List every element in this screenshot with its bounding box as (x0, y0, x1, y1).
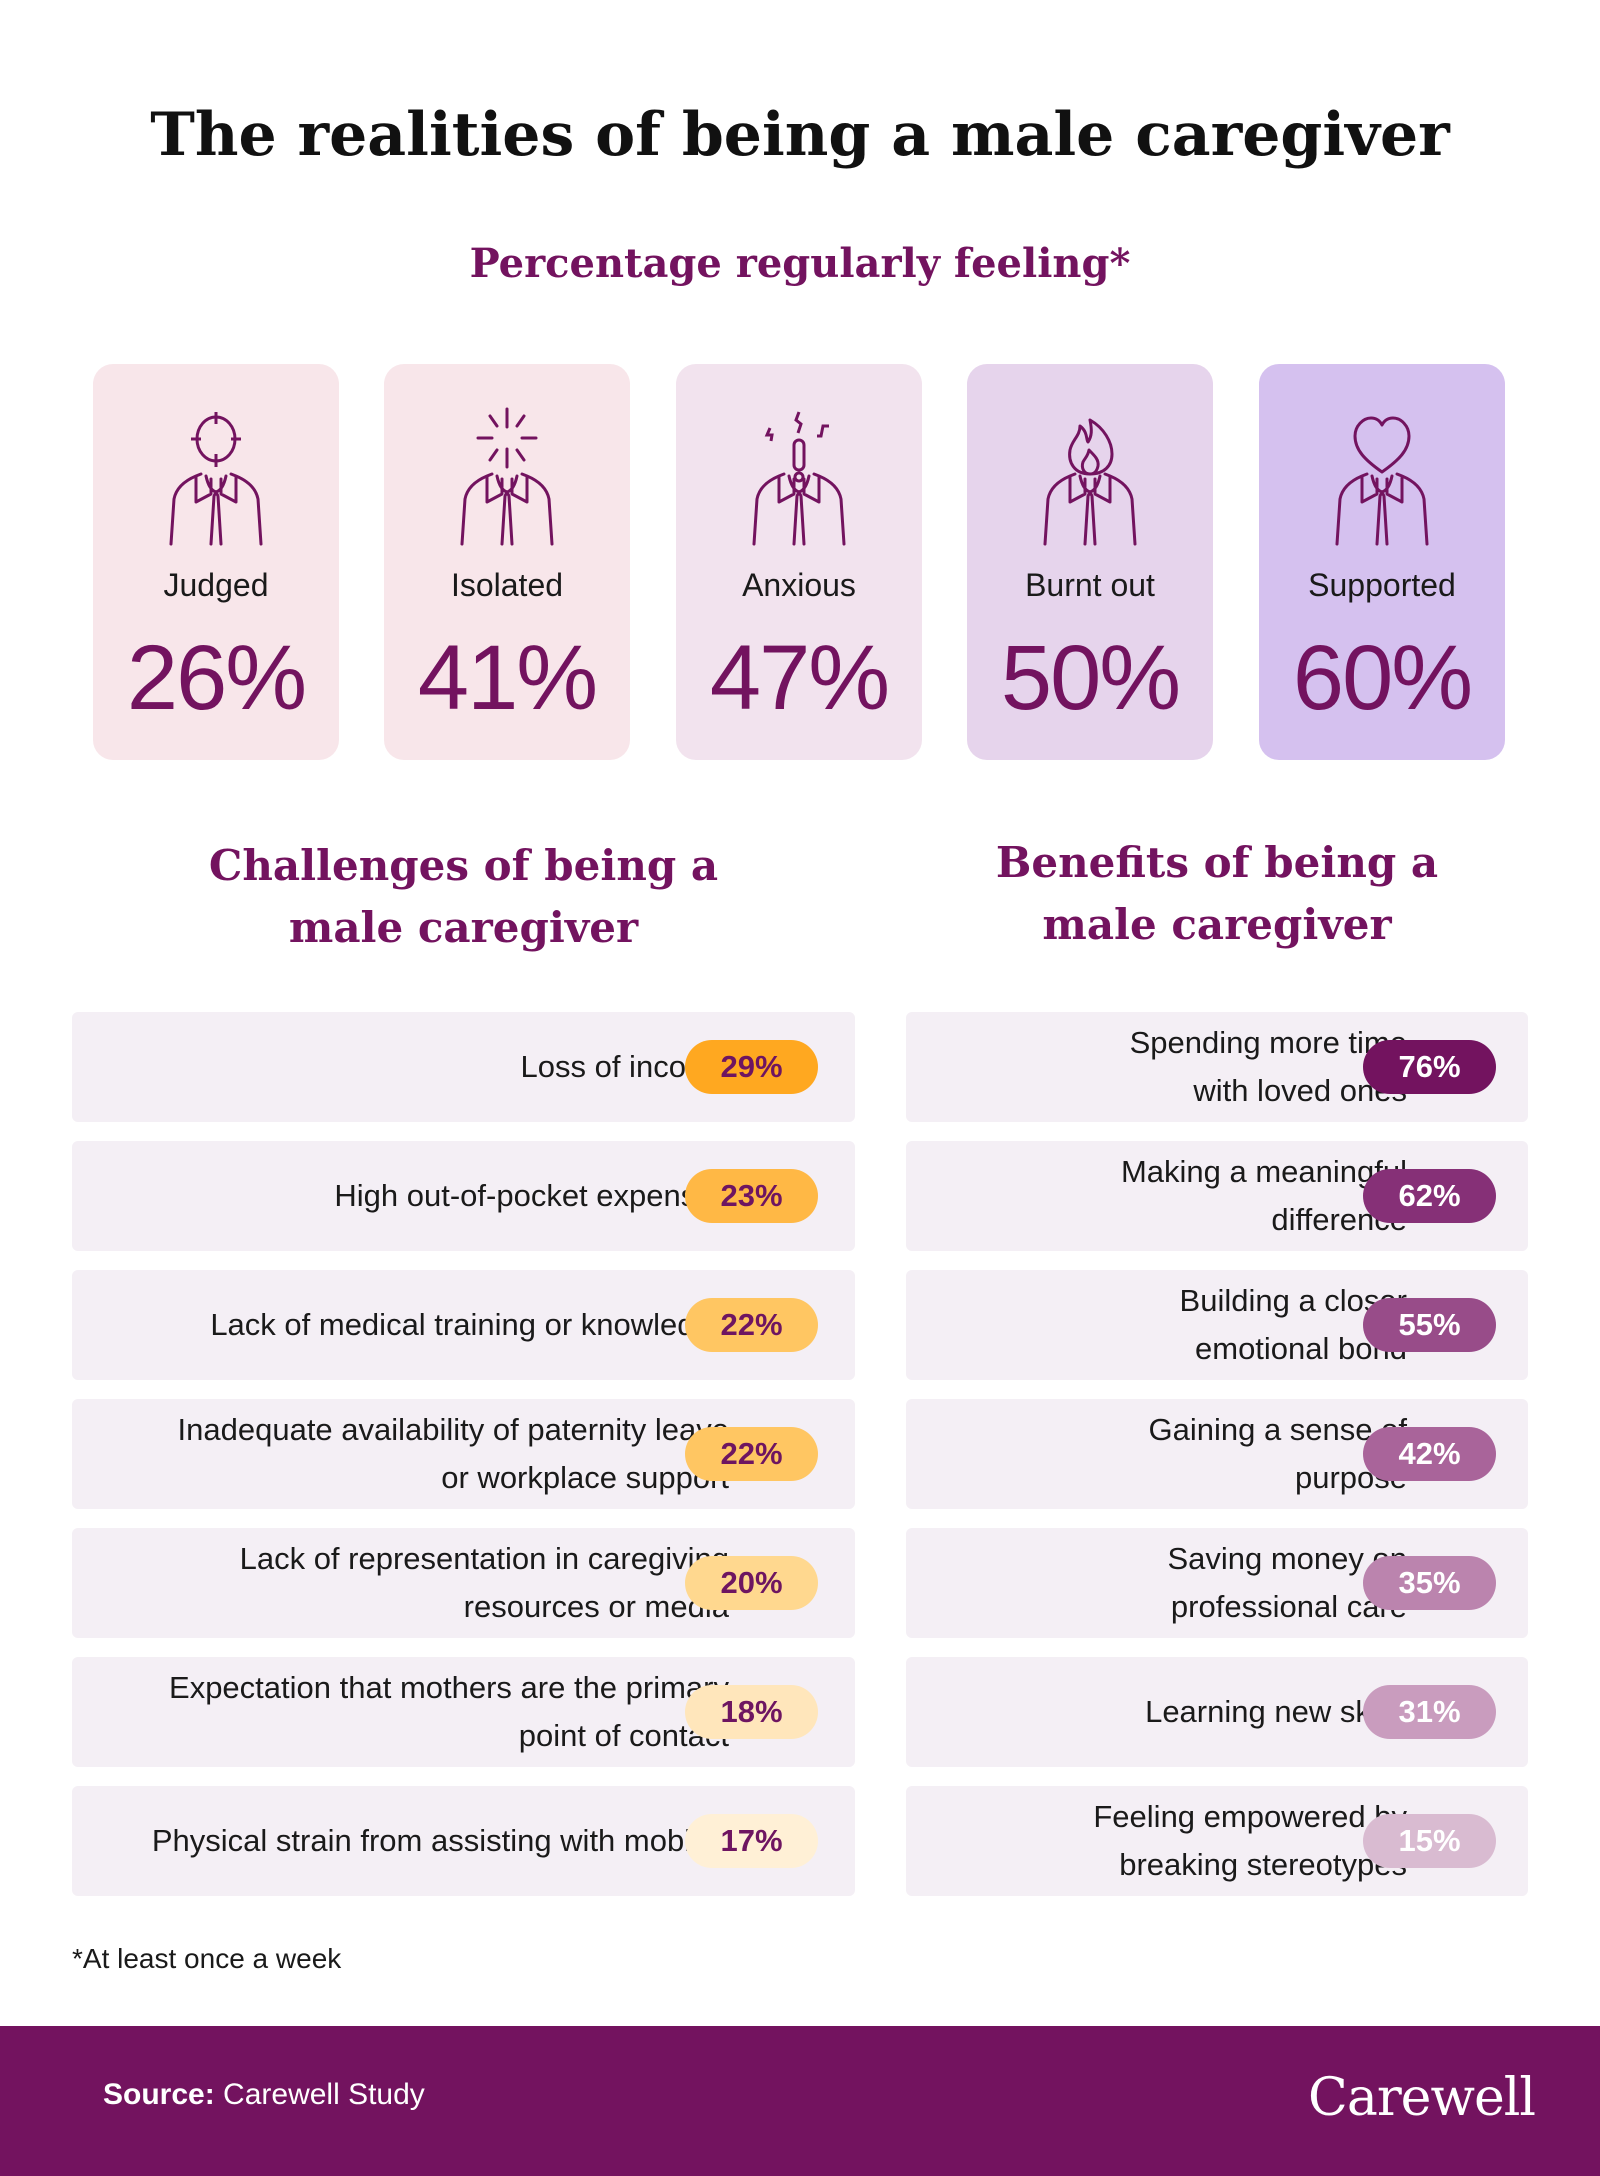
benefits-row: Making a meaningful difference 62% (906, 1141, 1528, 1251)
challenges-item-text: Expectation that mothers are the primary… (169, 1670, 729, 1753)
challenges-row: Lack of representation in caregiving res… (72, 1528, 855, 1638)
feeling-percentage: 26% (126, 627, 307, 729)
benefits-percentage-pill: 62% (1363, 1169, 1496, 1223)
challenges-percentage-pill: 20% (685, 1556, 818, 1610)
challenges-item-text: Lack of representation in caregiving res… (239, 1541, 729, 1624)
footer: Source: Carewell Study Carewell (0, 2026, 1600, 2176)
feeling-label: Isolated (450, 567, 564, 603)
benefits-row: Gaining a sense of purpose 42% (906, 1399, 1528, 1509)
feeling-card-judged: Judged 26% (93, 364, 339, 760)
crosshair-head-icon (169, 412, 263, 546)
benefits-heading-line1: Benefits of being a (995, 838, 1439, 887)
feeling-percentage: 47% (709, 627, 890, 729)
challenges-row: Physical strain from assisting with mobi… (72, 1786, 855, 1896)
benefits-heading: Benefits of being a male caregiver (906, 832, 1528, 956)
challenges-row: Lack of medical training or knowledge 22… (72, 1270, 855, 1380)
challenges-item-text: Lack of medical training or knowledge (210, 1307, 729, 1342)
benefits-item-text: Saving money on professional care (1167, 1541, 1407, 1624)
challenges-heading: Challenges of being a male caregiver (72, 835, 855, 959)
page-title: The realities of being a male caregiver (150, 100, 1450, 170)
source: Source: Carewell Study (103, 2078, 425, 2112)
challenges-heading-line2: male caregiver (288, 903, 639, 952)
benefits-item-text: Making a meaningful difference (1120, 1154, 1407, 1237)
challenges-row: Inadequate availability of paternity lea… (72, 1399, 855, 1509)
challenges-percentage-pill: 23% (685, 1169, 818, 1223)
benefits-percentage-pill: 42% (1363, 1427, 1496, 1481)
exclamation-head-icon (752, 411, 846, 546)
challenges-percentage-pill: 22% (685, 1427, 818, 1481)
feeling-card-burnt-out: Burnt out 50% (967, 364, 1213, 760)
benefits-row: Building a closer emotional bond 55% (906, 1270, 1528, 1380)
challenges-row: High out-of-pocket expenses 23% (72, 1141, 855, 1251)
feeling-label: Supported (1308, 567, 1456, 603)
benefits-percentage-pill: 76% (1363, 1040, 1496, 1094)
footnote: *At least once a week (72, 1943, 342, 1974)
challenges-item-text: Physical strain from assisting with mobi… (151, 1823, 729, 1858)
feeling-percentage: 41% (417, 627, 598, 729)
benefits-item-text: Gaining a sense of purpose (1148, 1412, 1407, 1495)
feeling-label: Judged (163, 567, 269, 603)
source-label: Source: (103, 2078, 215, 2111)
feeling-percentage: 60% (1292, 627, 1473, 729)
challenges-heading-line1: Challenges of being a (208, 841, 719, 890)
feeling-label: Burnt out (1025, 567, 1155, 603)
benefits-item-text: Building a closer emotional bond (1179, 1283, 1407, 1366)
carewell-logo: Carewell (1308, 2068, 1536, 2128)
benefits-item-text: Feeling empowered by breaking stereotype… (1093, 1799, 1407, 1882)
section-subtitle: Percentage regularly feeling* (469, 240, 1131, 287)
benefits-percentage-pill: 35% (1363, 1556, 1496, 1610)
benefits-row: Feeling empowered by breaking stereotype… (906, 1786, 1528, 1896)
benefits-row: Learning new skills 31% (906, 1657, 1528, 1767)
benefits-percentage-pill: 15% (1363, 1814, 1496, 1868)
challenges-percentage-pill: 17% (685, 1814, 818, 1868)
benefits-heading-line2: male caregiver (1042, 900, 1392, 949)
challenges-percentage-pill: 29% (685, 1040, 818, 1094)
challenges-percentage-pill: 18% (685, 1685, 818, 1739)
burst-head-icon (460, 407, 554, 546)
challenges-percentage-pill: 22% (685, 1298, 818, 1352)
feeling-label: Anxious (742, 567, 856, 603)
feeling-card-anxious: Anxious 47% (676, 364, 922, 760)
challenges-item-text: Loss of income (520, 1049, 730, 1084)
challenges-item-text: Inadequate availability of paternity lea… (177, 1412, 729, 1495)
benefits-row: Saving money on professional care 35% (906, 1528, 1528, 1638)
flame-head-icon (1043, 418, 1137, 546)
feeling-card-isolated: Isolated 41% (384, 364, 630, 760)
challenges-row: Loss of income 29% (72, 1012, 855, 1122)
feeling-percentage: 50% (1000, 627, 1181, 729)
source-text: Carewell Study (223, 2078, 425, 2111)
feeling-card-supported: Supported 60% (1259, 364, 1505, 760)
challenges-item-text: High out-of-pocket expenses (334, 1178, 729, 1213)
heart-head-icon (1335, 416, 1429, 546)
benefits-percentage-pill: 31% (1363, 1685, 1496, 1739)
benefits-percentage-pill: 55% (1363, 1298, 1496, 1352)
benefits-item-text: Spending more time with loved ones (1129, 1025, 1407, 1108)
benefits-item-text: Learning new skills (1145, 1694, 1407, 1729)
challenges-row: Expectation that mothers are the primary… (72, 1657, 855, 1767)
benefits-row: Spending more time with loved ones 76% (906, 1012, 1528, 1122)
